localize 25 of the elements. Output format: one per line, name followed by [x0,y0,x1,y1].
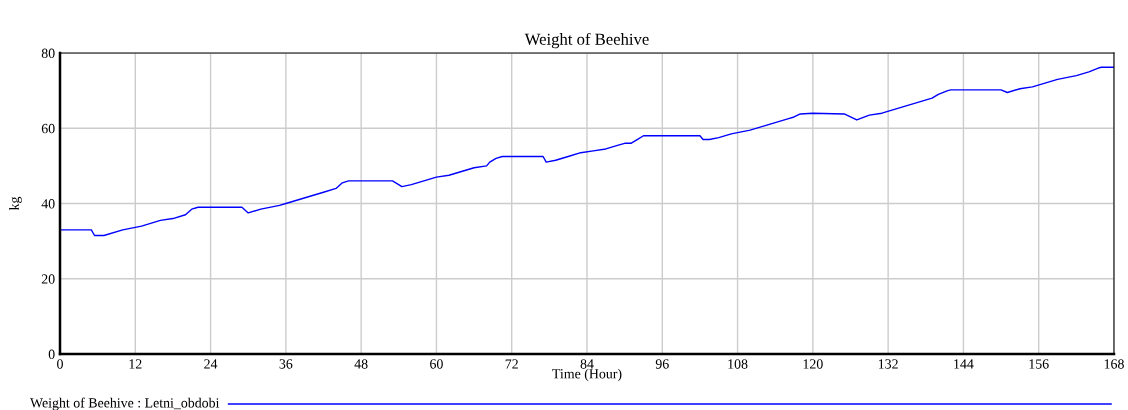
x-tick-label: 168 [1104,359,1124,369]
x-tick-label: 24 [204,359,218,369]
x-axis-title: Time (Hour) [552,368,622,382]
y-tick-label: 0 [48,349,55,359]
y-tick-label: 80 [41,48,55,58]
y-tick-label: 20 [41,274,55,284]
x-tick-label: 156 [1029,359,1049,369]
x-tick-label: 0 [57,359,63,369]
x-tick-label: 144 [954,359,974,369]
chart-title: Weight of Beehive [524,32,649,49]
x-tick-label: 120 [803,359,823,369]
line-series [60,66,1114,237]
x-tick-label: 60 [430,359,443,369]
text: Weight of Beehive : Letni_obdobi [30,397,220,410]
x-tick-label: 72 [505,359,518,369]
y-axis-title: kg [9,196,22,211]
x-tick-label: 48 [354,359,368,369]
y-tick-label: 40 [41,199,55,209]
y-tick-label: 60 [41,123,55,134]
x-tick-label: 12 [129,359,142,369]
x-tick-label: 96 [655,359,669,369]
x-tick-label: 84 [580,359,594,369]
x-tick-label: 36 [279,359,293,369]
x-tick-label: 132 [878,359,898,369]
x-tick-label: 108 [728,359,748,369]
